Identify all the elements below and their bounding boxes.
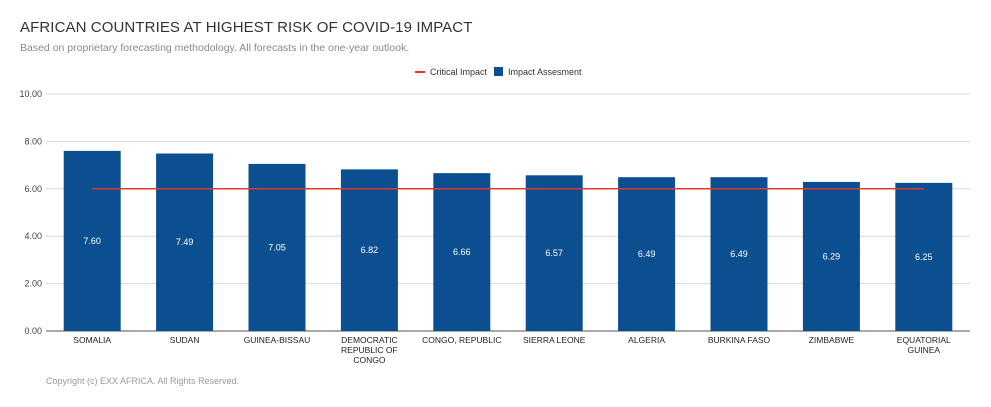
legend: Critical Impact Impact Assesment bbox=[415, 67, 582, 77]
bars bbox=[63, 150, 953, 331]
y-tick-label: 4.00 bbox=[24, 231, 42, 241]
x-tick-label: EQUATORIAL bbox=[897, 335, 951, 345]
data-label: 6.49 bbox=[730, 249, 748, 259]
data-label: 6.57 bbox=[545, 248, 563, 258]
x-tick-label: DEMOCRATIC bbox=[341, 335, 398, 345]
data-label: 7.05 bbox=[268, 242, 286, 252]
x-tick-label: SOMALIA bbox=[73, 335, 111, 345]
legend-critical-impact-label: Critical Impact bbox=[430, 67, 488, 77]
y-tick-label: 8.00 bbox=[24, 136, 42, 146]
bar bbox=[340, 169, 398, 331]
x-tick-label: ALGERIA bbox=[628, 335, 665, 345]
x-tick-label: SIERRA LEONE bbox=[523, 335, 586, 345]
legend-impact-assesment-label: Impact Assesment bbox=[508, 67, 582, 77]
x-tick-label: CONGO bbox=[353, 355, 386, 365]
chart-subtitle: Based on proprietary forecasting methodo… bbox=[20, 42, 410, 54]
bar bbox=[156, 153, 214, 331]
chart-title: AFRICAN COUNTRIES AT HIGHEST RISK OF COV… bbox=[20, 19, 473, 36]
copyright-footer: Copyright (c) EXX AFRICA. All Rights Res… bbox=[46, 376, 240, 386]
data-label: 7.60 bbox=[83, 236, 101, 246]
y-tick-label: 2.00 bbox=[24, 279, 42, 289]
x-tick-label: GUINEA bbox=[908, 345, 941, 355]
x-tick-label: REPUBLIC OF bbox=[341, 345, 398, 355]
bar bbox=[895, 182, 953, 331]
data-label: 6.25 bbox=[915, 252, 933, 262]
data-label: 6.29 bbox=[823, 251, 841, 261]
legend-impact-assesment-swatch bbox=[494, 67, 503, 76]
y-tick-label: 6.00 bbox=[24, 184, 42, 194]
x-tick-label: SUDAN bbox=[170, 335, 200, 345]
bar bbox=[618, 177, 676, 331]
y-tick-label: 10.00 bbox=[19, 89, 42, 99]
bar bbox=[802, 181, 860, 331]
bar bbox=[710, 177, 768, 331]
data-label: 6.82 bbox=[361, 245, 379, 255]
bar bbox=[433, 173, 491, 331]
data-label: 6.49 bbox=[638, 249, 656, 259]
data-labels: 7.60 7.49 7.05 6.82 6.66 6.57 6.49 6.49 6.29 6.25 bbox=[83, 236, 932, 262]
x-tick-label: GUINEA-BISSAU bbox=[244, 335, 311, 345]
data-label: 6.66 bbox=[453, 247, 471, 257]
x-tick-label: CONGO, REPUBLIC bbox=[422, 335, 501, 345]
bar bbox=[63, 150, 121, 331]
bar bbox=[248, 163, 306, 331]
y-tick-label: 0.00 bbox=[24, 326, 42, 336]
x-axis: SOMALIA SUDAN GUINEA-BISSAU DEMOCRATICREPUB… bbox=[73, 335, 951, 365]
y-axis: 0.00 2.00 4.00 6.00 8.00 10.00 bbox=[19, 89, 42, 336]
x-tick-label: ZIMBABWE bbox=[809, 335, 855, 345]
x-tick-label: BURKINA FASO bbox=[708, 335, 771, 345]
bar bbox=[525, 175, 583, 331]
data-label: 7.49 bbox=[176, 237, 194, 247]
